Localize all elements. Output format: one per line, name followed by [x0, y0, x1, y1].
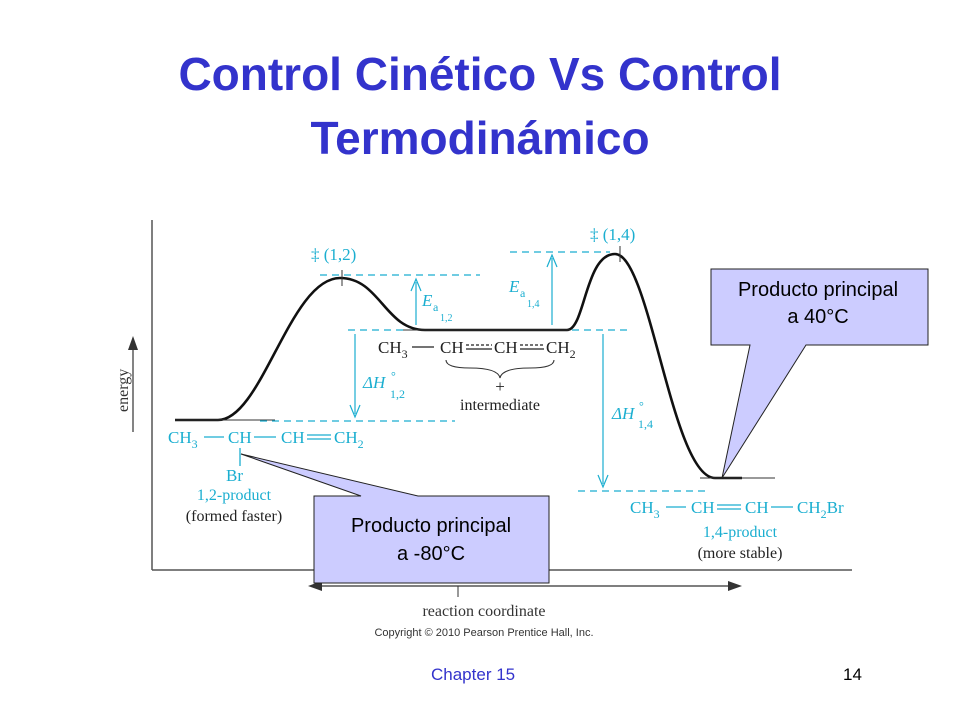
copyright: Copyright © 2010 Pearson Prentice Hall, … [374, 627, 593, 639]
energy-curve [175, 252, 742, 480]
reactant-formula: CH3 CH CH CH2 [168, 428, 364, 466]
intermediate-formula: CH3 CH CH CH2 [378, 338, 576, 361]
svg-text:CH2: CH2 [546, 338, 576, 361]
product12-label: 1,2-product [197, 487, 272, 504]
y-axis-label: energy [115, 369, 132, 412]
svg-text:ΔH: ΔH [611, 404, 636, 423]
svg-text:a: a [433, 300, 439, 314]
product14-note: (more stable) [698, 545, 783, 562]
svg-text:°: ° [391, 369, 396, 383]
x-axis-label: reaction coordinate [422, 603, 545, 620]
svg-text:CH: CH [745, 498, 769, 517]
svg-text:CH2: CH2 [334, 428, 364, 451]
svg-text:CH: CH [228, 428, 252, 447]
callout-40c: Producto principal a 40°C [710, 268, 929, 479]
svg-text:E: E [508, 277, 520, 296]
svg-text:CH: CH [281, 428, 305, 447]
product14-label: 1,4-product [703, 524, 778, 541]
callout-minus80c: Producto principal a -80°C [240, 453, 550, 584]
dh12-arrow [349, 334, 361, 419]
callout-minus80c-line1: Producto principal [351, 515, 511, 537]
footer-page-number: 14 [843, 665, 862, 684]
svg-text:CH2Br: CH2Br [797, 498, 844, 521]
svg-text:E: E [421, 291, 433, 310]
svg-text:1,2: 1,2 [390, 387, 405, 401]
ea12-label: E a 1,2 [421, 291, 453, 324]
footer-chapter: Chapter 15 [431, 665, 516, 684]
product12-note: (formed faster) [186, 508, 282, 525]
slide-title: Control Cinético Vs Control Termodinámic… [0, 42, 960, 170]
reaction-coordinate-arrow [308, 581, 742, 597]
svg-text:1,4: 1,4 [527, 299, 540, 310]
svg-text:a: a [520, 286, 526, 300]
callout-40c-line2: a 40°C [787, 306, 848, 328]
ts14-label: ‡ (1,4) [590, 225, 635, 244]
callout-minus80c-line2: a -80°C [397, 543, 465, 565]
svg-text:ΔH: ΔH [362, 373, 387, 392]
dh14-arrow [597, 334, 609, 489]
reactant-br: Br [226, 466, 243, 485]
svg-text:CH: CH [494, 338, 518, 357]
slide-title-line1: Control Cinético Vs Control [178, 48, 782, 100]
slide-title-line2: Termodinámico [310, 112, 650, 164]
svg-text:1,2: 1,2 [440, 313, 453, 324]
dh12-label: ΔH ° 1,2 [362, 369, 405, 401]
energy-arrow [128, 336, 138, 432]
intermediate-brace [445, 359, 555, 379]
product14-formula: CH3 CH CH CH2Br [630, 498, 844, 521]
dh14-label: ΔH ° 1,4 [611, 399, 653, 431]
ea14-label: E a 1,4 [508, 277, 540, 310]
reference-lines [260, 251, 710, 492]
svg-text:CH: CH [440, 338, 464, 357]
svg-text:1,4: 1,4 [638, 417, 653, 431]
intermediate-label: intermediate [460, 397, 540, 414]
intermediate-plus: + [495, 377, 505, 396]
svg-text:°: ° [639, 399, 644, 413]
ts12-label: ‡ (1,2) [311, 245, 356, 264]
ea12-arrow [410, 277, 422, 325]
callout-40c-line1: Producto principal [738, 279, 898, 301]
svg-text:CH3: CH3 [630, 498, 660, 521]
ea14-arrow [546, 253, 558, 325]
svg-text:CH3: CH3 [378, 338, 408, 361]
svg-text:CH3: CH3 [168, 428, 198, 451]
svg-text:CH: CH [691, 498, 715, 517]
